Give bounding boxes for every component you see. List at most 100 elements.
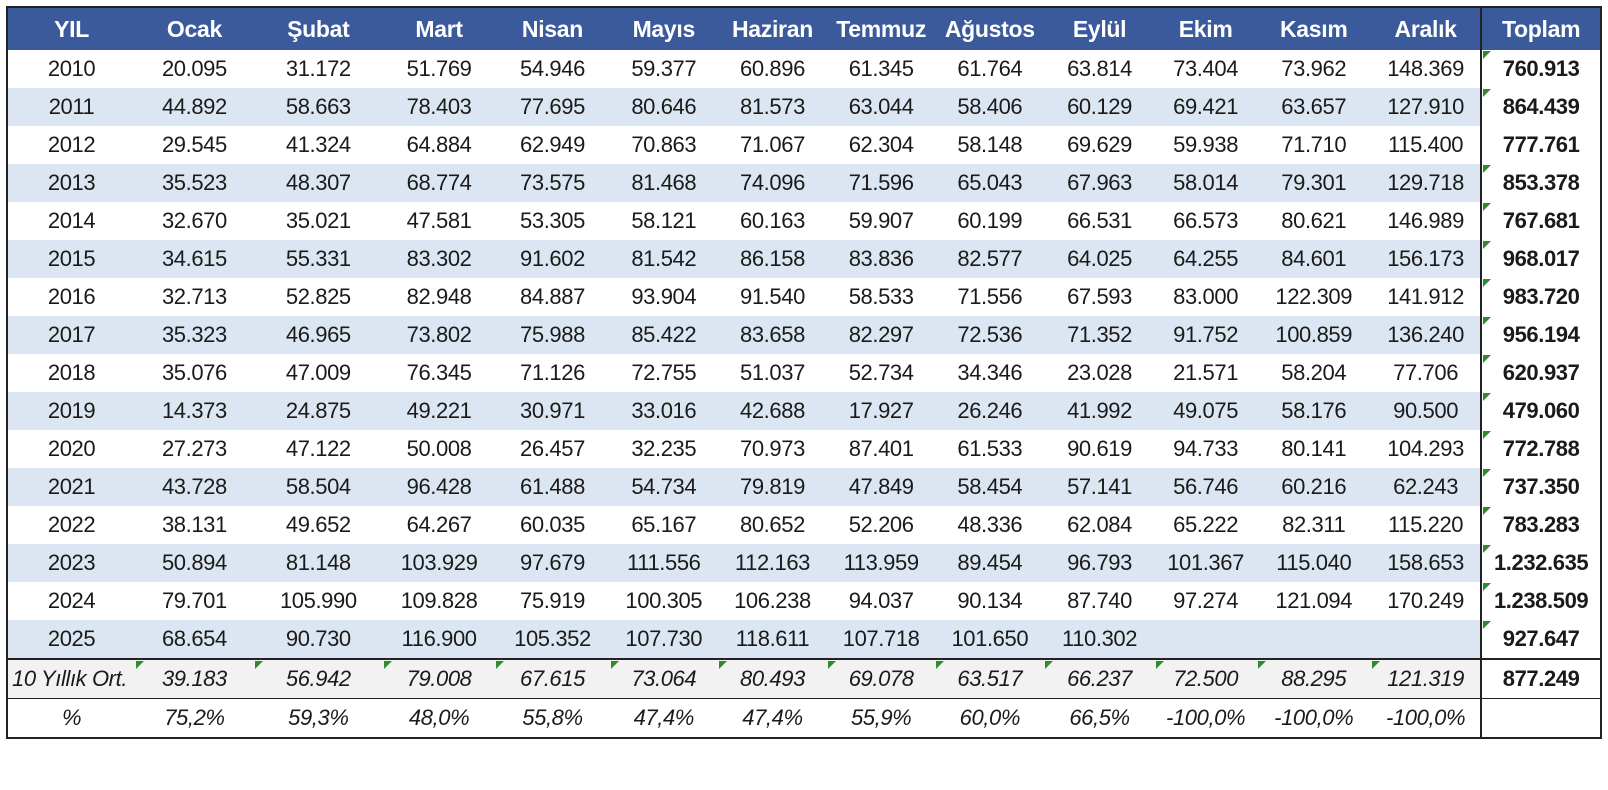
average-total-cell[interactable]: 877.249 [1480, 658, 1602, 699]
value-cell[interactable]: 82.297 [827, 316, 936, 354]
value-cell[interactable]: 46.965 [253, 316, 383, 354]
value-cell[interactable]: 58.148 [935, 126, 1045, 164]
value-cell[interactable]: 72.536 [935, 316, 1045, 354]
value-cell[interactable]: 111.556 [609, 544, 718, 582]
value-cell[interactable]: 49.221 [382, 392, 496, 430]
value-cell[interactable]: 110.302 [1044, 620, 1155, 659]
value-cell[interactable]: 67.963 [1044, 164, 1155, 202]
value-cell[interactable]: 58.121 [609, 202, 718, 240]
value-cell[interactable]: 21.571 [1154, 354, 1257, 392]
value-cell[interactable]: 32.235 [609, 430, 718, 468]
year-cell[interactable]: 2020 [7, 430, 136, 468]
value-cell[interactable]: 60.035 [495, 506, 610, 544]
value-cell[interactable]: 73.802 [382, 316, 496, 354]
total-cell[interactable]: 1.238.509 [1480, 582, 1602, 620]
value-cell[interactable]: 96.428 [382, 468, 496, 506]
value-cell[interactable] [1370, 620, 1482, 659]
value-cell[interactable]: 43.728 [135, 468, 254, 506]
value-cell[interactable]: 35.323 [135, 316, 254, 354]
value-cell[interactable]: 70.863 [609, 126, 718, 164]
value-cell[interactable]: 113.959 [827, 544, 936, 582]
percent-value-cell[interactable]: 55,9% [827, 698, 936, 738]
value-cell[interactable]: 24.875 [253, 392, 383, 430]
year-cell[interactable]: 2015 [7, 240, 136, 278]
value-cell[interactable]: 90.134 [935, 582, 1045, 620]
value-cell[interactable]: 81.468 [609, 164, 718, 202]
value-cell[interactable]: 100.859 [1256, 316, 1371, 354]
value-cell[interactable]: 62.949 [495, 126, 610, 164]
value-cell[interactable]: 127.910 [1370, 88, 1482, 126]
year-cell[interactable]: 2018 [7, 354, 136, 392]
value-cell[interactable]: 100.305 [609, 582, 718, 620]
value-cell[interactable]: 79.301 [1256, 164, 1371, 202]
column-header-year[interactable]: YIL [7, 7, 136, 50]
value-cell[interactable]: 80.646 [609, 88, 718, 126]
value-cell[interactable]: 77.695 [495, 88, 610, 126]
value-cell[interactable]: 73.404 [1154, 50, 1257, 88]
average-value-cell[interactable]: 69.078 [827, 658, 936, 699]
year-cell[interactable]: 2022 [7, 506, 136, 544]
value-cell[interactable]: 61.533 [935, 430, 1045, 468]
value-cell[interactable]: 109.828 [382, 582, 496, 620]
value-cell[interactable]: 81.148 [253, 544, 383, 582]
value-cell[interactable]: 90.730 [253, 620, 383, 659]
value-cell[interactable]: 59.907 [827, 202, 936, 240]
value-cell[interactable]: 64.025 [1044, 240, 1155, 278]
value-cell[interactable]: 41.324 [253, 126, 383, 164]
value-cell[interactable]: 58.406 [935, 88, 1045, 126]
value-cell[interactable]: 105.352 [495, 620, 610, 659]
value-cell[interactable]: 66.573 [1154, 202, 1257, 240]
value-cell[interactable]: 34.615 [135, 240, 254, 278]
value-cell[interactable]: 82.948 [382, 278, 496, 316]
value-cell[interactable]: 96.793 [1044, 544, 1155, 582]
value-cell[interactable]: 59.938 [1154, 126, 1257, 164]
value-cell[interactable]: 79.701 [135, 582, 254, 620]
value-cell[interactable]: 47.849 [827, 468, 936, 506]
total-cell[interactable]: 772.788 [1480, 430, 1602, 468]
value-cell[interactable]: 49.652 [253, 506, 383, 544]
value-cell[interactable]: 72.755 [609, 354, 718, 392]
value-cell[interactable]: 93.904 [609, 278, 718, 316]
value-cell[interactable]: 50.008 [382, 430, 496, 468]
value-cell[interactable]: 90.619 [1044, 430, 1155, 468]
value-cell[interactable]: 58.454 [935, 468, 1045, 506]
value-cell[interactable]: 101.367 [1154, 544, 1257, 582]
percent-value-cell[interactable]: 55,8% [495, 698, 610, 738]
value-cell[interactable]: 86.158 [717, 240, 828, 278]
value-cell[interactable]: 67.593 [1044, 278, 1155, 316]
value-cell[interactable]: 38.131 [135, 506, 254, 544]
value-cell[interactable]: 104.293 [1370, 430, 1482, 468]
value-cell[interactable]: 51.037 [717, 354, 828, 392]
value-cell[interactable]: 116.900 [382, 620, 496, 659]
value-cell[interactable]: 61.488 [495, 468, 610, 506]
column-header-month[interactable]: Nisan [495, 7, 610, 50]
value-cell[interactable]: 81.573 [717, 88, 828, 126]
column-header-month[interactable]: Şubat [253, 7, 383, 50]
value-cell[interactable]: 156.173 [1370, 240, 1482, 278]
value-cell[interactable]: 58.176 [1256, 392, 1371, 430]
value-cell[interactable]: 83.000 [1154, 278, 1257, 316]
percent-total-cell[interactable] [1480, 698, 1602, 738]
value-cell[interactable]: 41.992 [1044, 392, 1155, 430]
total-cell[interactable]: 767.681 [1480, 202, 1602, 240]
value-cell[interactable]: 91.540 [717, 278, 828, 316]
value-cell[interactable]: 62.084 [1044, 506, 1155, 544]
average-value-cell[interactable]: 79.008 [382, 658, 496, 699]
value-cell[interactable]: 107.718 [827, 620, 936, 659]
value-cell[interactable]: 84.887 [495, 278, 610, 316]
value-cell[interactable]: 52.734 [827, 354, 936, 392]
value-cell[interactable]: 64.884 [382, 126, 496, 164]
value-cell[interactable]: 58.204 [1256, 354, 1371, 392]
value-cell[interactable]: 80.652 [717, 506, 828, 544]
value-cell[interactable]: 80.621 [1256, 202, 1371, 240]
value-cell[interactable]: 68.654 [135, 620, 254, 659]
value-cell[interactable]: 115.040 [1256, 544, 1371, 582]
value-cell[interactable]: 63.044 [827, 88, 936, 126]
value-cell[interactable]: 52.206 [827, 506, 936, 544]
total-cell[interactable]: 956.194 [1480, 316, 1602, 354]
value-cell[interactable]: 50.894 [135, 544, 254, 582]
value-cell[interactable]: 42.688 [717, 392, 828, 430]
column-header-month[interactable]: Temmuz [827, 7, 936, 50]
value-cell[interactable]: 112.163 [717, 544, 828, 582]
value-cell[interactable]: 90.500 [1370, 392, 1482, 430]
